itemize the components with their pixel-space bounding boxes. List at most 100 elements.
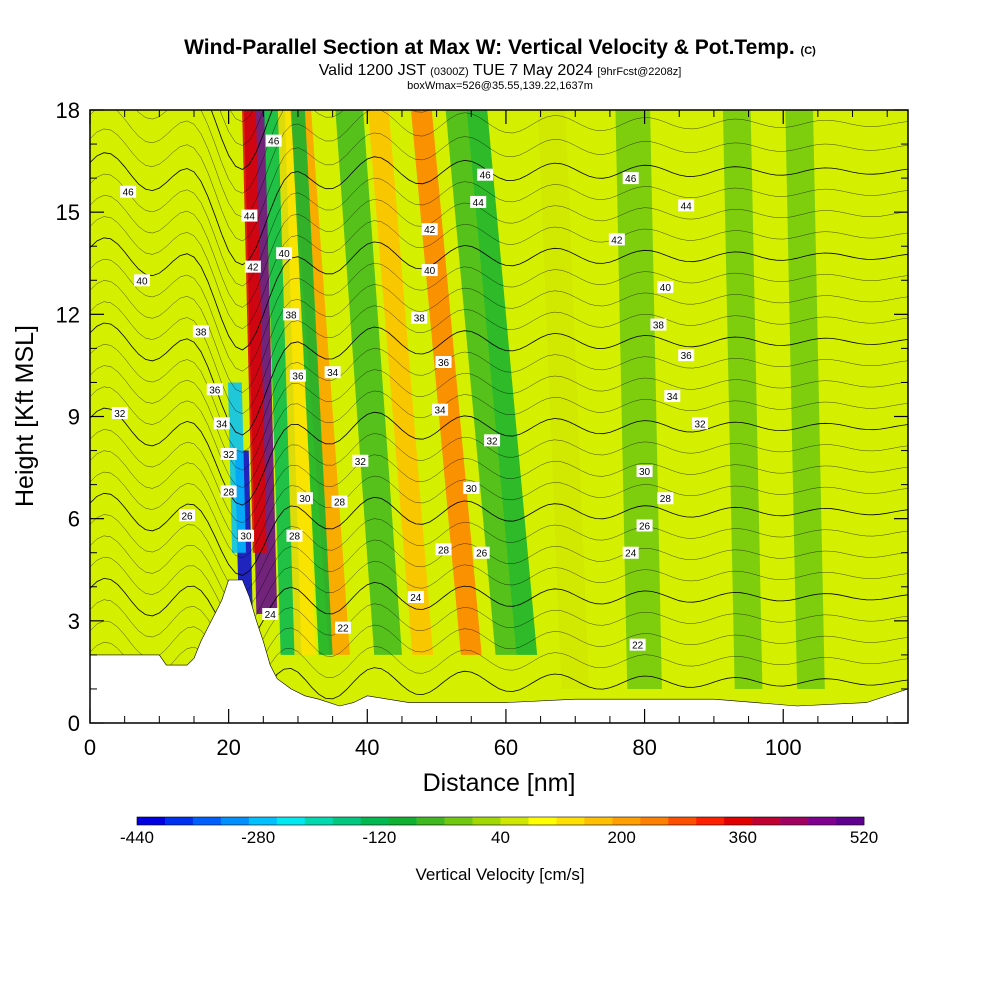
contour-label: 32	[111, 407, 128, 420]
colorbar-swatch	[500, 817, 529, 825]
contour-label-text: 26	[639, 521, 651, 532]
y-tick-label: 3	[68, 609, 80, 634]
contour-label-text: 32	[114, 409, 126, 420]
contour-label-text: 36	[209, 385, 221, 396]
theta-contour-minor	[90, 0, 908, 98]
colorbar-tick-label: 40	[491, 828, 510, 847]
theta-contour	[90, 237, 908, 351]
contour-label: 28	[286, 529, 303, 543]
contour-label-text: 32	[694, 419, 706, 430]
contour-label: 22	[629, 638, 646, 652]
contour-label: 46	[120, 185, 137, 199]
contour-label-text: 28	[660, 494, 672, 505]
contour-label-text: 46	[480, 171, 492, 182]
box-info: boxWmax=526@35.55,139.22,1637m	[407, 80, 593, 92]
contour-label: 32	[220, 447, 237, 461]
colorbar-frame	[136, 816, 865, 826]
contour-label: 34	[324, 366, 341, 379]
x-tick-label: 100	[765, 735, 802, 760]
colorbar-swatch	[472, 817, 501, 825]
colorbar-swatch	[276, 817, 306, 825]
velocity-band	[466, 110, 538, 655]
contour-label: 30	[636, 464, 653, 478]
plot-area: 46 46 46 46 44 44 44 42 42 42 40 40 40 40 38 38 38 38 36 36…	[90, 0, 908, 723]
colorbar: -440 -280 -120 40 200 360 520	[120, 816, 878, 847]
theta-contour-minor	[90, 344, 908, 453]
contour-label-text: 40	[279, 249, 291, 260]
contour-label-text: 40	[660, 283, 672, 294]
theta-contour-minor	[136, 110, 431, 194]
contour-label-text: 38	[285, 310, 297, 321]
contour-label: 24	[407, 590, 424, 604]
contour-labels: 46 46 46 46 44 44 44 42 42 42 40 40 40 40 38 38 38 38 36 36…	[111, 134, 709, 652]
colorbar-swatch	[836, 817, 865, 825]
theta-contour-minor	[90, 258, 908, 372]
contour-label-text: 34	[327, 368, 339, 379]
contour-label-text: 28	[223, 487, 235, 498]
colorbar-swatch	[640, 817, 669, 825]
x-tick-label: 20	[216, 735, 240, 760]
contour-label: 40	[657, 281, 674, 294]
terrain-mask	[90, 579, 908, 723]
contour-label: 22	[335, 621, 352, 635]
x-tick-label: 0	[84, 735, 96, 760]
valid-time: Valid 1200 JST (0300Z) TUE 7 May 2024 [9…	[318, 62, 682, 79]
theta-contour	[90, 492, 908, 576]
colorbar-title: Vertical Velocity [cm/s]	[415, 865, 584, 884]
contour-label: 38	[650, 318, 667, 332]
contour-label: 32	[484, 434, 501, 447]
contour-label-text: 30	[466, 484, 478, 495]
colorbar-swatch	[388, 817, 417, 825]
colorbar-tick-label: -280	[241, 828, 275, 847]
theta-contour	[210, 110, 273, 170]
velocity-band	[367, 110, 434, 655]
colorbar-swatch	[780, 817, 809, 825]
contour-label-text: 42	[424, 225, 436, 236]
colorbar-swatch	[220, 817, 250, 825]
x-tick-label: 80	[632, 735, 656, 760]
colorbar-swatch	[304, 817, 334, 825]
contour-label: 30	[296, 492, 313, 505]
x-tick-label: 40	[355, 735, 379, 760]
contour-label-text: 30	[299, 494, 311, 505]
contour-label: 44	[241, 209, 258, 223]
contour-label-text: 26	[181, 511, 193, 522]
theta-contour-minor	[90, 471, 908, 559]
theta-contour-minor	[90, 128, 908, 242]
contour-label-text: 24	[265, 610, 277, 621]
contour-label: 36	[435, 356, 452, 369]
contour-label-text: 38	[195, 327, 207, 338]
contour-label: 36	[678, 349, 695, 362]
contour-label: 24	[262, 608, 279, 621]
contour-label: 28	[331, 495, 348, 509]
contour-label: 46	[477, 168, 494, 182]
theta-contour	[90, 152, 908, 266]
contour-label-text: 32	[487, 436, 499, 447]
contour-label-text: 42	[611, 235, 623, 246]
contour-label-text: 30	[240, 532, 252, 543]
y-tick-label: 15	[56, 200, 80, 225]
theta-contour-minor	[229, 110, 254, 123]
contour-label: 44	[678, 199, 695, 212]
colorbar-tick-label: 520	[850, 828, 878, 847]
colorbar-swatch	[164, 817, 194, 825]
contour-label-text: 44	[473, 198, 485, 209]
colorbar-swatch	[360, 817, 389, 825]
contour-label: 26	[179, 509, 196, 522]
contour-label-text: 26	[476, 549, 488, 560]
contour-label-text: 46	[625, 174, 637, 185]
colorbar-swatch	[808, 817, 837, 825]
colorbar-swatch	[668, 817, 697, 825]
contour-label-text: 38	[414, 314, 426, 325]
contour-label: 46	[265, 134, 282, 148]
contour-label: 34	[213, 417, 230, 430]
contour-label-text: 24	[625, 549, 637, 560]
colorbar-tick-label: -440	[120, 828, 154, 847]
velocity-band	[277, 110, 316, 655]
contour-label-text: 32	[355, 457, 367, 468]
velocity-band	[785, 110, 825, 689]
contour-label-text: 46	[268, 137, 280, 148]
colorbar-swatch	[612, 817, 641, 825]
contour-label-text: 46	[123, 188, 135, 199]
